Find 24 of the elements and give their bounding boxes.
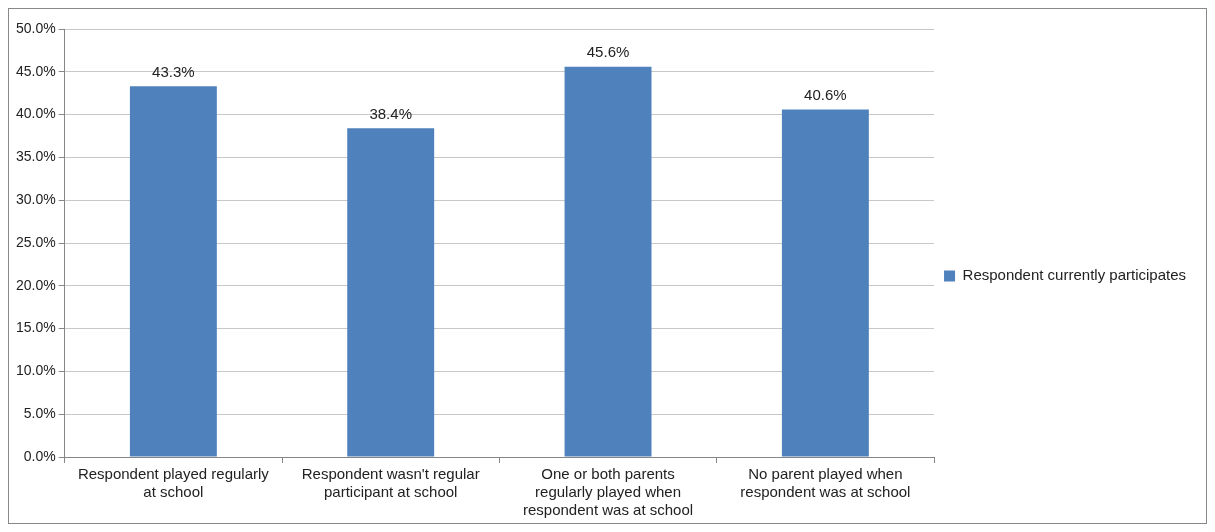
y-tick-label: 50.0%	[15, 19, 56, 36]
x-tick-label: One or both parents regularly played when respondent was at school	[522, 465, 694, 519]
legend-label: Respondent currently participates	[962, 266, 1187, 284]
x-tick-label: Respondent played regularly at school	[77, 465, 270, 501]
data-label: 38.4%	[369, 104, 412, 122]
bar	[129, 86, 217, 457]
y-tick-label: 40.0%	[15, 105, 56, 122]
x-tick-label: No parent played when respondent was at school	[740, 465, 911, 501]
y-tick-label: 0.0%	[23, 447, 56, 464]
bar	[564, 66, 652, 457]
y-tick-label: 5.0%	[23, 405, 56, 422]
data-label: 40.6%	[804, 86, 847, 104]
bar	[781, 109, 869, 457]
x-tick-label: Respondent wasn't regular participant at school	[301, 465, 480, 501]
data-label: 45.6%	[586, 43, 630, 61]
y-tick-label: 15.0%	[15, 319, 56, 336]
y-tick-label: 25.0%	[15, 233, 56, 250]
y-tick-label: 35.0%	[15, 148, 56, 165]
y-tick-label: 10.0%	[15, 362, 56, 379]
bar	[347, 128, 435, 457]
data-label: 43.3%	[152, 62, 195, 80]
y-tick-label: 20.0%	[15, 276, 56, 293]
y-tick-label: 30.0%	[15, 191, 56, 208]
y-tick-label: 45.0%	[15, 62, 56, 79]
